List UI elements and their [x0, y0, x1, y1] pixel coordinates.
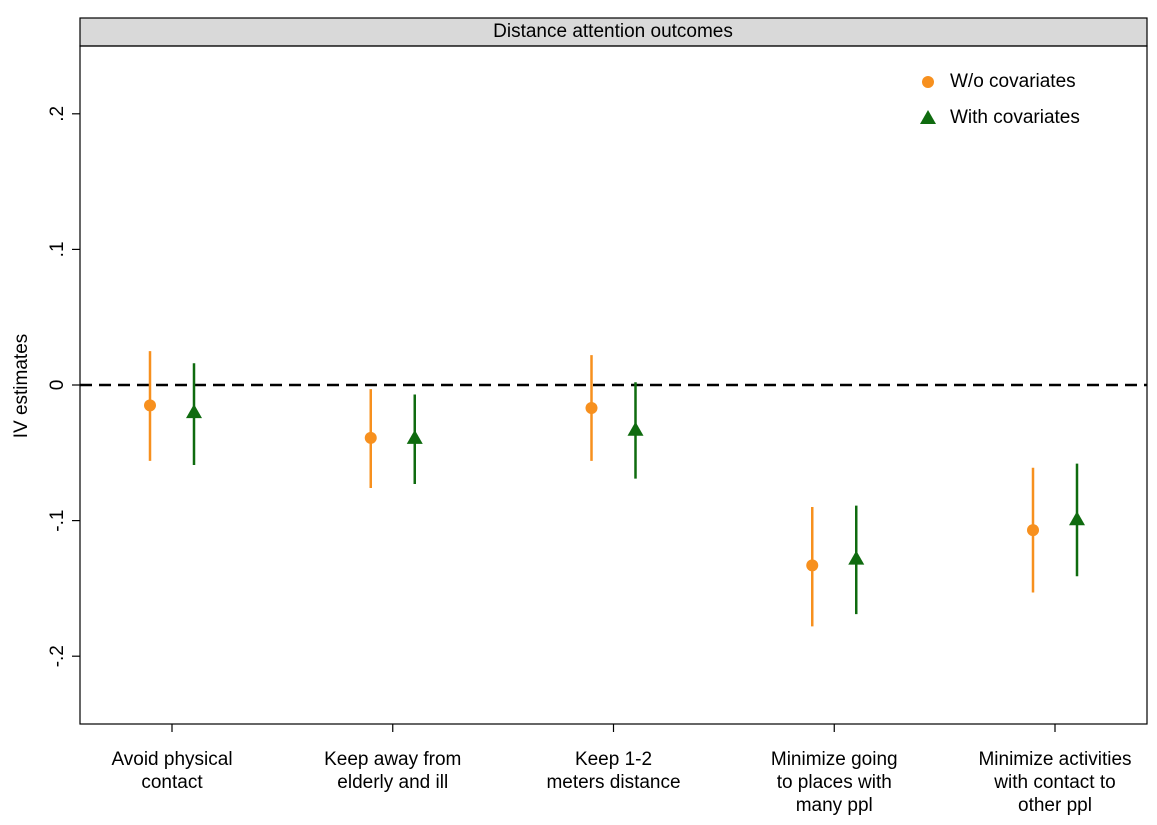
point: [627, 421, 644, 436]
point: [1069, 511, 1085, 526]
x-tick-label: Avoid physical: [111, 749, 232, 770]
point: [1027, 524, 1039, 537]
y-tick-label: -.2: [47, 645, 68, 667]
point: [406, 429, 423, 444]
y-tick-label: 0: [47, 380, 68, 391]
point: [585, 402, 598, 415]
x-tick-label: Minimize activities: [978, 749, 1131, 770]
y-tick-label: -.1: [47, 510, 68, 532]
point: [806, 559, 819, 572]
x-tick-label: many ppl: [796, 795, 873, 816]
x-tick-label: Keep away from: [324, 749, 461, 770]
title-strip: [79, 17, 1148, 47]
x-tick-label: other ppl: [1018, 795, 1092, 816]
y-tick-label: .2: [47, 106, 68, 122]
point: [186, 404, 202, 419]
x-tick-label: contact: [141, 772, 203, 793]
legend-label: W/o covariates: [950, 71, 1076, 92]
point: [848, 550, 865, 565]
x-tick-label: Keep 1-2: [575, 749, 652, 770]
x-tick-label: elderly and ill: [337, 772, 448, 793]
x-tick-label: Minimize going: [771, 749, 898, 770]
legend-label: With covariates: [950, 107, 1080, 128]
y-tick-label: .1: [47, 241, 68, 257]
point: [144, 399, 156, 412]
x-tick-label: with contact to: [993, 772, 1115, 793]
legend-marker: [920, 110, 936, 124]
legend-marker: [922, 76, 934, 88]
x-tick-label: meters distance: [546, 772, 680, 793]
x-tick-label: to places with: [777, 772, 892, 793]
y-axis-label: IV estimates: [11, 334, 32, 439]
point: [364, 431, 377, 444]
chart-title: Distance attention outcomes: [493, 21, 733, 42]
